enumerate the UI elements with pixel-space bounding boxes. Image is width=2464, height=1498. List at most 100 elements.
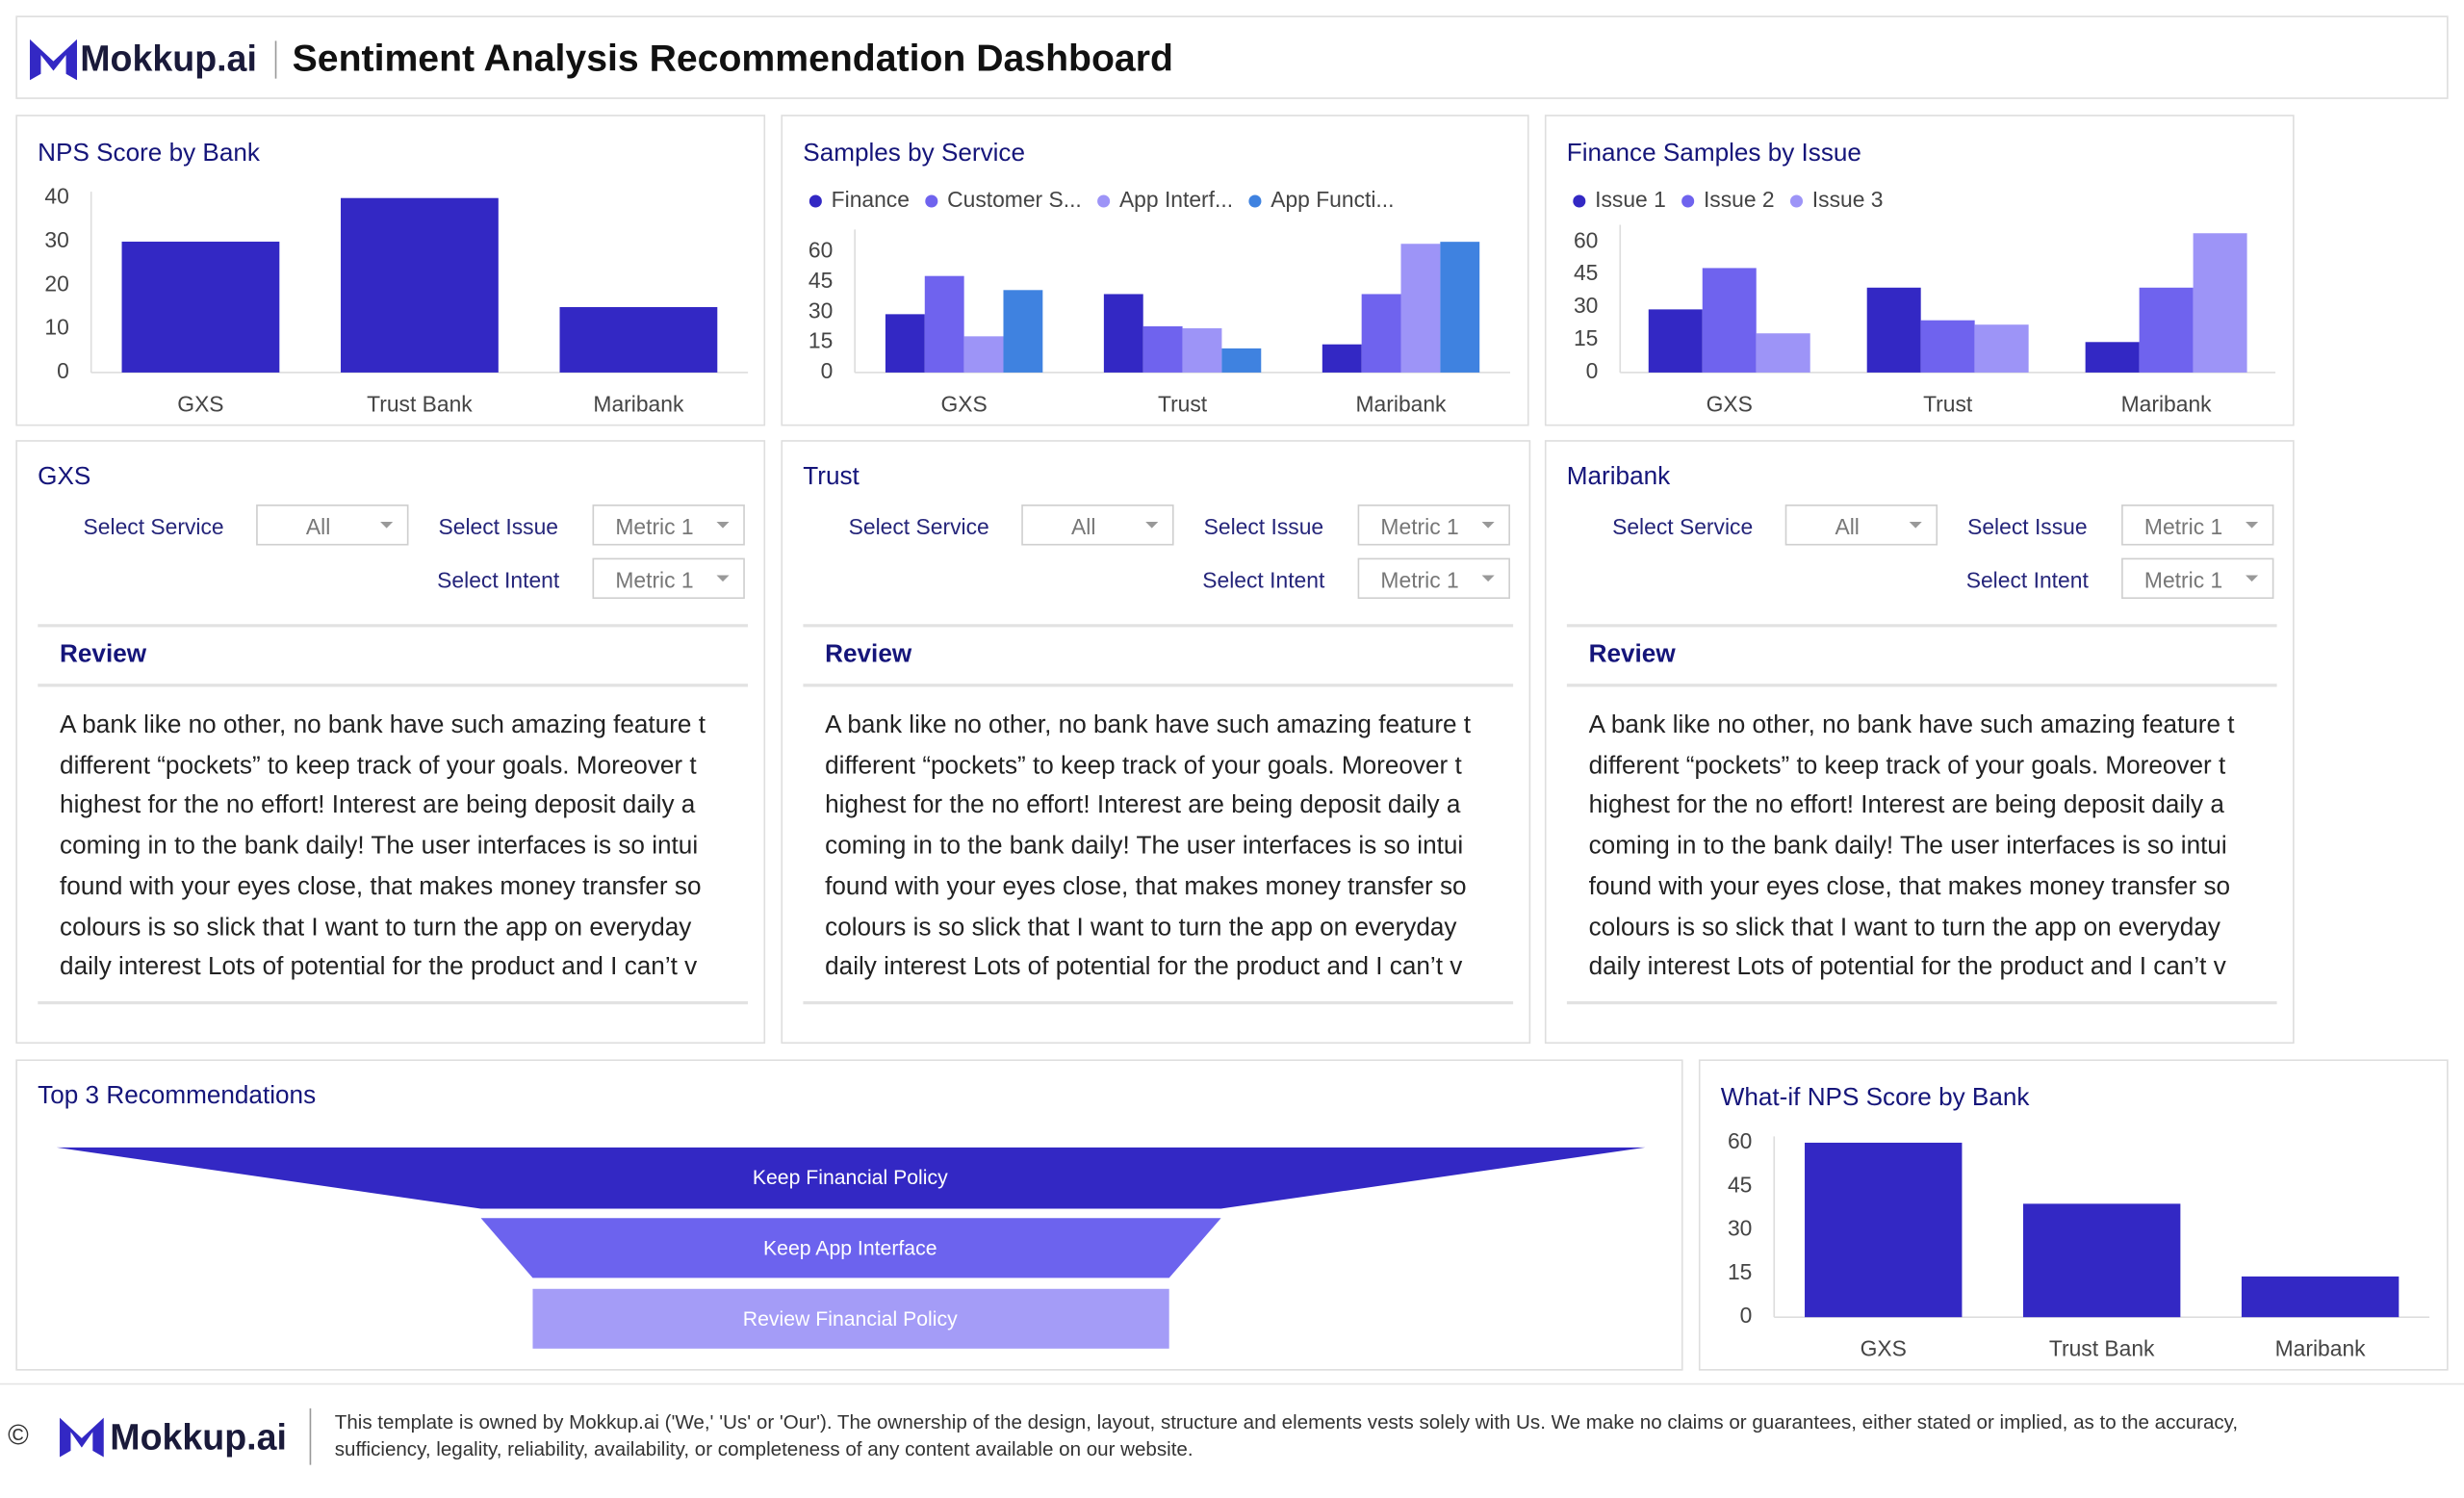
y-tick-label: 15 [808, 328, 833, 353]
review-text: found with your eyes close, that makes m… [1588, 873, 2231, 901]
review-row: I have to say that the UI/UX is one of t… [38, 1004, 748, 1026]
bar [1221, 348, 1262, 373]
y-tick-label: 0 [57, 358, 69, 383]
review-text: daily interest Lots of potential for the… [825, 954, 1463, 982]
dropdown-caret [716, 575, 730, 582]
dropdown-caret [380, 522, 394, 529]
review-text: I have to say that the UI/UX is one of t… [825, 1023, 1513, 1026]
legend-marker [1573, 194, 1586, 208]
review-text: coming in to the bank daily! The user in… [60, 833, 699, 861]
review-text: highest for the no effort! Interest are … [825, 792, 1461, 820]
dropdown[interactable]: Metric 1 [592, 504, 745, 546]
dropdown-value: Metric 1 [615, 513, 694, 539]
dropdown-caret [1481, 522, 1495, 529]
review-table: Review A bank like no other, no bank have… [1566, 624, 2277, 1026]
review-header: Review [38, 624, 749, 687]
review-text: I have to say that the UI/UX is one of t… [60, 1023, 748, 1026]
dropdown[interactable]: All [256, 504, 409, 546]
y-tick-label: 20 [44, 271, 68, 296]
y-tick-label: 15 [1574, 325, 1598, 350]
funnel-stage [480, 1218, 1221, 1278]
dropdown-caret [716, 522, 730, 529]
chart-title: Samples by Service [803, 138, 1025, 167]
dropdown-caret [1481, 575, 1495, 582]
y-tick-label: 45 [1574, 260, 1598, 285]
header-bar: Mokkup.ai Sentiment Analysis Recommendat… [15, 15, 2449, 99]
y-tick-label: 45 [1728, 1172, 1752, 1197]
legend-label: Finance [832, 187, 910, 212]
dropdown[interactable]: Metric 1 [2121, 557, 2274, 600]
x-tick-label: Trust Bank [367, 391, 473, 416]
y-tick-label: 45 [808, 268, 833, 293]
review-header: Review [803, 624, 1514, 687]
x-tick-label: Maribank [1356, 391, 1448, 416]
review-text: different “pockets” to keep track of you… [1588, 752, 2226, 780]
dropdown[interactable]: All [1784, 504, 1938, 546]
chart: NPS Score by Bank 0 10 20 30 40 GXS Trust Bank M… [38, 138, 749, 416]
filter-label: Select Issue [438, 513, 559, 539]
review-text: daily interest Lots of potential for the… [1588, 954, 2226, 982]
recommendations-panel: Top 3 Recommendations Keep Financial Pol… [15, 1059, 1683, 1371]
x-tick-label: GXS [1861, 1335, 1907, 1360]
chart-panel: Finance Samples by Issue 0 15 30 45 60 GXS Trus… [1544, 115, 2295, 426]
dropdown[interactable]: Metric 1 [2121, 504, 2274, 546]
review-text: daily interest Lots of potential for the… [60, 954, 698, 982]
bar [1182, 327, 1222, 373]
dropdown[interactable]: All [1021, 504, 1174, 546]
legend-marker [1789, 194, 1804, 208]
funnel-stage [56, 1147, 1646, 1209]
review-text: colours is so slick that I want to turn … [1588, 914, 2220, 942]
bar [1322, 344, 1362, 373]
review-text: found with your eyes close, that makes m… [60, 873, 702, 901]
disclaimer: This template is owned by Mokkup.ai ('We… [335, 1409, 2238, 1463]
funnel-label: Keep Financial Policy [753, 1167, 948, 1189]
bar [1702, 268, 1757, 373]
review-text: coming in to the bank daily! The user in… [825, 833, 1464, 861]
dropdown-caret [2246, 575, 2259, 582]
bar [1400, 244, 1441, 373]
dropdown-value: All [1071, 513, 1096, 539]
dropdown[interactable]: Metric 1 [592, 557, 745, 600]
disclaimer-line: sufficiency, legality, reliability, avai… [334, 1437, 1194, 1460]
dropdown-caret [2246, 522, 2259, 529]
bar [1440, 242, 1480, 373]
dashboard-title: Sentiment Analysis Recommendation Dashbo… [292, 38, 1173, 81]
divider [274, 40, 277, 79]
disclaimer-line: This template is owned by Mokkup.ai ('We… [334, 1411, 2239, 1433]
panel-title: Trust [803, 463, 860, 491]
legend-marker [1097, 194, 1111, 208]
panel-title: Top 3 Recommendations [38, 1082, 317, 1110]
filter-label: Select Service [83, 513, 224, 539]
y-tick-label: 0 [821, 358, 834, 383]
dropdown[interactable]: Metric 1 [1357, 504, 1510, 546]
chart: Finance Samples by Issue 0 15 30 45 60 GXS Trus… [1567, 138, 2276, 416]
filter-label: Select Intent [1202, 567, 1325, 593]
dropdown[interactable]: Metric 1 [1357, 557, 1510, 600]
review-table: Review A bank like no other, no bank have… [803, 624, 1514, 1026]
bar [1103, 294, 1143, 373]
legend-label: Issue 2 [1704, 187, 1775, 212]
funnel-label: Keep App Interface [763, 1238, 937, 1260]
legend-marker [1248, 194, 1262, 208]
x-tick-label: GXS [177, 391, 223, 416]
review-text: highest for the no effort! Interest are … [1588, 792, 2224, 820]
legend-label: App Functi... [1270, 187, 1394, 212]
x-tick-label: Maribank [2121, 391, 2213, 416]
review-row: I have to say that the UI/UX is one of t… [803, 1004, 1513, 1026]
y-tick-label: 30 [808, 297, 833, 323]
review-text: found with your eyes close, that makes m… [825, 873, 1467, 901]
bar [963, 336, 1004, 373]
bar [2022, 1203, 2181, 1318]
chart-title: Finance Samples by Issue [1567, 138, 1861, 167]
dropdown-value: Metric 1 [1380, 513, 1459, 539]
legend-marker [925, 194, 938, 208]
dropdown-value: Metric 1 [2143, 513, 2223, 539]
y-tick-label: 10 [44, 315, 68, 340]
review-row: I have to say that the UI/UX is one of t… [1567, 1004, 2277, 1026]
filter-label: Select Service [1612, 513, 1754, 539]
legend-label: Issue 3 [1812, 187, 1884, 212]
review-table: Review A bank like no other, no bank have… [38, 624, 749, 1026]
review-text: colours is so slick that I want to turn … [825, 914, 1457, 942]
logo-icon [30, 39, 77, 81]
y-tick-label: 30 [1574, 293, 1598, 318]
